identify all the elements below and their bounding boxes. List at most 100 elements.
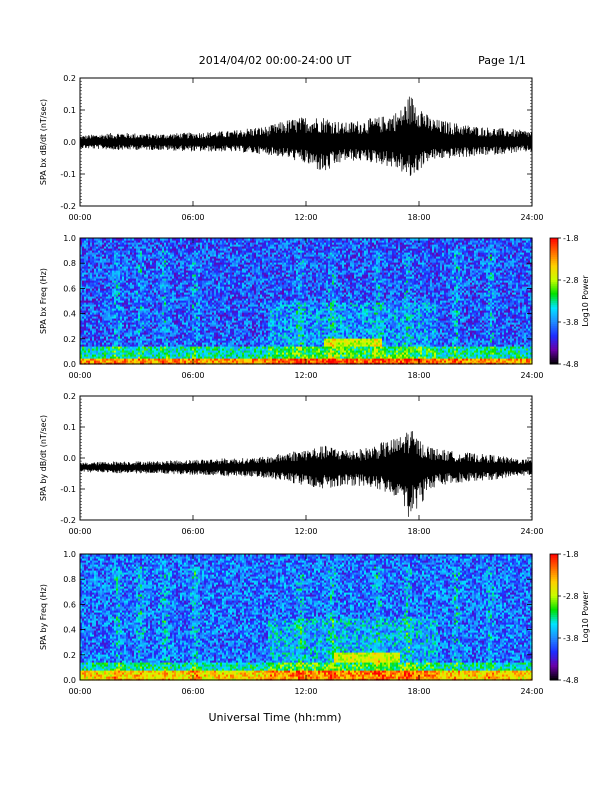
spectrogram-cell xyxy=(136,248,139,251)
spectrogram-cell xyxy=(174,252,177,255)
spectrogram-cell xyxy=(122,262,125,265)
spectrogram-cell xyxy=(82,242,85,245)
spectrogram-cell xyxy=(148,256,151,259)
spectrogram-cell xyxy=(136,326,139,329)
spectrogram-cell xyxy=(92,322,95,325)
spectrogram-cell xyxy=(142,268,145,271)
spectrogram-cell xyxy=(182,350,185,353)
spectrogram-cell xyxy=(128,292,131,295)
spectrogram-cell xyxy=(94,276,97,279)
spectrogram-cell xyxy=(112,310,115,313)
spectrogram-cell xyxy=(104,244,107,247)
spectrogram-cell xyxy=(174,316,177,319)
spectrogram-cell xyxy=(158,342,161,345)
spectrogram-cell xyxy=(96,298,99,301)
spectrogram-cell xyxy=(164,302,167,305)
spectrogram-cell xyxy=(84,260,87,263)
spectrogram-cell xyxy=(104,328,107,331)
spectrogram-cell xyxy=(182,308,185,311)
spectrogram-cell xyxy=(128,326,131,329)
spectrogram-cell xyxy=(112,300,115,303)
spectrogram-cell xyxy=(176,264,179,267)
spectrogram-cell xyxy=(118,310,121,313)
spectrogram-cell xyxy=(160,270,163,273)
spectrogram-cell xyxy=(100,360,103,363)
spectrogram-cell xyxy=(164,288,167,291)
spectrogram-cell xyxy=(120,332,123,335)
spectrogram-cell xyxy=(150,306,153,309)
spectrogram-cell xyxy=(112,352,115,355)
spectrogram-cell xyxy=(84,274,87,277)
spectrogram-cell xyxy=(118,334,121,337)
spectrogram-cell xyxy=(110,346,113,349)
spectrogram-cell xyxy=(160,244,163,247)
spectrogram-cell xyxy=(172,274,175,277)
spectrogram-cell xyxy=(168,334,171,337)
spectrogram-cell xyxy=(120,326,123,329)
spectrogram-cell xyxy=(142,362,145,365)
spectrogram-cell xyxy=(110,238,113,241)
spectrogram-cell xyxy=(170,340,173,343)
spectrogram-cell xyxy=(176,304,179,307)
spectrogram-cell xyxy=(110,330,113,333)
spectrogram-cell xyxy=(158,270,161,273)
spectrogram-cell xyxy=(136,342,139,345)
spectrogram-cell xyxy=(102,288,105,291)
spectrogram-cell xyxy=(154,278,157,281)
spectrogram-cell xyxy=(184,256,187,259)
spectrogram-cell xyxy=(126,248,129,251)
spectrogram-cell xyxy=(122,352,125,355)
spectrogram-cell xyxy=(148,326,151,329)
spectrogram-cell xyxy=(130,284,133,287)
spectrogram-cell xyxy=(116,278,119,281)
spectrogram-cell xyxy=(140,292,143,295)
spectrogram-cell xyxy=(88,334,91,337)
spectrogram-cell xyxy=(96,246,99,249)
spectrogram-cell xyxy=(86,240,89,243)
spectrogram-cell xyxy=(184,282,187,285)
spectrogram-cell xyxy=(184,278,187,281)
spectrogram-cell xyxy=(146,322,149,325)
spectrogram-cell xyxy=(120,250,123,253)
spectrogram-cell xyxy=(176,286,179,289)
spectrogram-cell xyxy=(148,266,151,269)
spectrogram-cell xyxy=(128,240,131,243)
spectrogram-cell xyxy=(92,286,95,289)
spectrogram-cell xyxy=(176,248,179,251)
spectrogram-cell xyxy=(162,328,165,331)
spectrogram-cell xyxy=(126,310,129,313)
spectrogram-cell xyxy=(174,288,177,291)
spectrogram-cell xyxy=(166,342,169,345)
spectrogram-cell xyxy=(90,240,93,243)
spectrogram-cell xyxy=(158,348,161,351)
spectrogram-cell xyxy=(180,334,183,337)
spectrogram-cell xyxy=(170,294,173,297)
spectrogram-cell xyxy=(128,284,131,287)
spectrogram-cell xyxy=(158,334,161,337)
spectrogram-cell xyxy=(150,250,153,253)
spectrogram-cell xyxy=(138,284,141,287)
spectrogram-cell xyxy=(146,316,149,319)
spectrogram-cell xyxy=(102,240,105,243)
spectrogram-cell xyxy=(134,344,137,347)
spectrogram-cell xyxy=(112,242,115,245)
spectrogram-cell xyxy=(160,342,163,345)
spectrogram-cell xyxy=(184,360,187,363)
spectrogram-cell xyxy=(178,324,181,327)
spectrogram-cell xyxy=(98,278,101,281)
spectrogram-cell xyxy=(106,324,109,327)
spectrogram-cell xyxy=(182,282,185,285)
spectrogram-cell xyxy=(122,288,125,291)
spectrogram-cell xyxy=(122,322,125,325)
spectrogram-cell xyxy=(104,290,107,293)
spectrogram-cell xyxy=(102,352,105,355)
spectrogram-cell xyxy=(82,288,85,291)
y-tick-label: 0.2 xyxy=(63,74,76,83)
spectrogram-cell xyxy=(162,342,165,345)
spectrogram-cell xyxy=(156,300,159,303)
spectrogram-cell xyxy=(152,280,155,283)
spectrogram-cell xyxy=(154,330,157,333)
spectrogram-cell xyxy=(108,322,111,325)
spectrogram-cell xyxy=(178,238,181,241)
spectrogram-cell xyxy=(136,300,139,303)
